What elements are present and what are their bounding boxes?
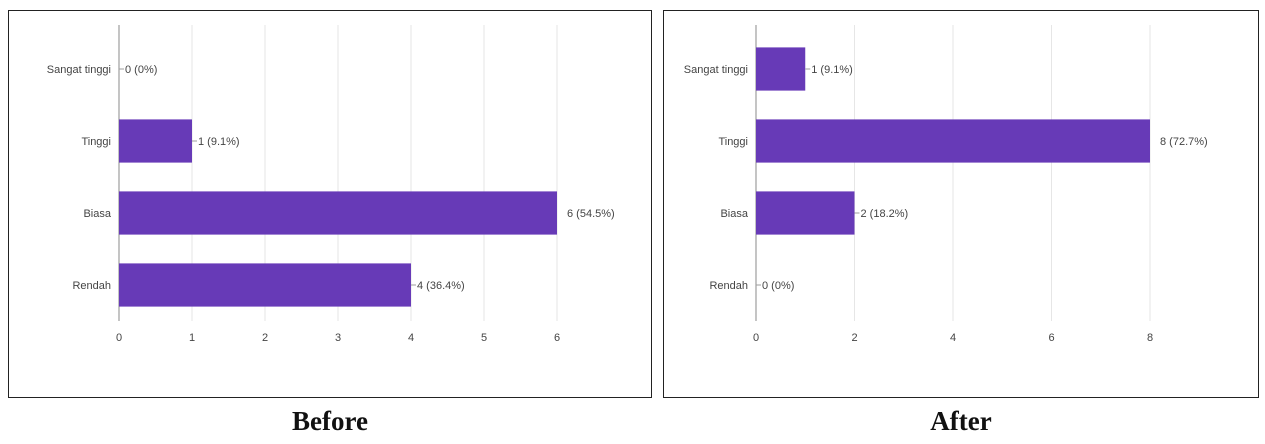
category-label-tinggi: Tinggi xyxy=(718,136,748,148)
x-tick-label: 2 xyxy=(262,332,268,344)
data-label-sangat-tinggi: 0 (0%) xyxy=(125,64,157,76)
bar-rendah xyxy=(119,263,411,307)
data-label-biasa: 6 (54.5%) xyxy=(567,208,615,220)
chart-panel-before: 0 1 2 3 4 5 6 Sangat tinggi 0 (0%) Tinggi 1 (9.1%)… xyxy=(8,10,652,398)
x-tick-label: 0 xyxy=(116,332,122,344)
data-label-sangat-tinggi: 1 (9.1%) xyxy=(811,64,853,76)
caption-after: After xyxy=(930,406,992,436)
category-label-sangat-tinggi: Sangat tinggi xyxy=(684,64,748,76)
x-tick-label: 5 xyxy=(481,332,487,344)
data-label-tinggi: 8 (72.7%) xyxy=(1160,136,1208,148)
x-tick-label: 4 xyxy=(950,332,956,344)
category-label-rendah: Rendah xyxy=(72,280,111,292)
caption-before: Before xyxy=(292,406,368,436)
x-tick-label: 6 xyxy=(554,332,560,344)
data-label-rendah: 0 (0%) xyxy=(762,280,794,292)
category-label-biasa: Biasa xyxy=(720,208,748,220)
category-label-sangat-tinggi: Sangat tinggi xyxy=(47,64,111,76)
category-label-biasa: Biasa xyxy=(83,208,111,220)
bar-chart-after: 0 2 4 6 8 Sangat tinggi 1 (9.1%) Tinggi 8 (72.7%… xyxy=(684,25,1208,344)
data-label-tinggi: 1 (9.1%) xyxy=(198,136,240,148)
x-tick-label: 0 xyxy=(753,332,759,344)
data-label-rendah: 4 (36.4%) xyxy=(417,280,465,292)
bar-biasa xyxy=(756,191,855,235)
x-tick-label: 1 xyxy=(189,332,195,344)
x-tick-label: 4 xyxy=(408,332,414,344)
category-label-tinggi: Tinggi xyxy=(81,136,111,148)
x-tick-label: 2 xyxy=(851,332,857,344)
x-tick-label: 8 xyxy=(1147,332,1153,344)
bar-tinggi xyxy=(119,119,192,163)
x-tick-label: 3 xyxy=(335,332,341,344)
data-label-biasa: 2 (18.2%) xyxy=(861,208,909,220)
bar-biasa xyxy=(119,191,557,235)
bar-chart-before: 0 1 2 3 4 5 6 Sangat tinggi 0 (0%) Tinggi 1 (9.1%)… xyxy=(47,25,615,344)
category-label-rendah: Rendah xyxy=(709,280,748,292)
chart-panel-after: 0 2 4 6 8 Sangat tinggi 1 (9.1%) Tinggi 8 (72.7%… xyxy=(663,10,1259,398)
x-tick-label: 6 xyxy=(1048,332,1054,344)
bar-tinggi xyxy=(756,119,1150,163)
bar-sangat-tinggi xyxy=(756,47,806,91)
